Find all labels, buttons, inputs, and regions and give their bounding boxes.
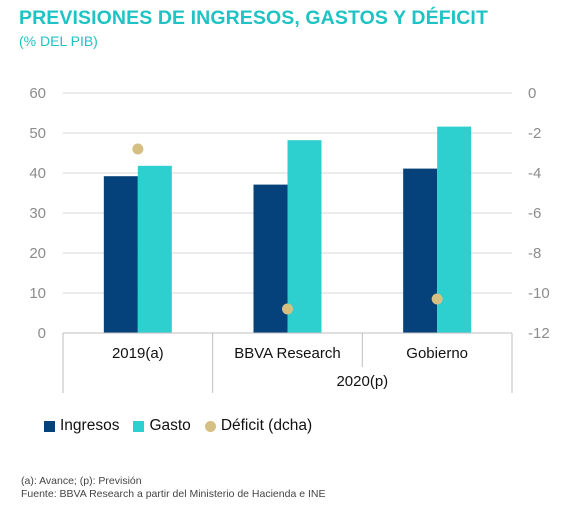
bar-gasto xyxy=(437,126,472,333)
legend-swatch-gasto xyxy=(133,420,145,432)
legend-label-deficit: Déficit (dcha) xyxy=(220,417,313,434)
legend: Ingresos Gasto Déficit (dcha) xyxy=(44,417,326,435)
left-axis-ticks: 0 10 20 30 40 50 60 xyxy=(29,85,46,342)
right-tick-label: 0 xyxy=(528,85,536,102)
category-label: Gobierno xyxy=(406,345,468,362)
chart-title: PREVISIONES DE INGRESOS, GASTOS Y DÉFICI… xyxy=(19,7,488,29)
left-tick-label: 20 xyxy=(29,245,46,262)
left-tick-label: 10 xyxy=(29,285,46,302)
footnote-abbreviations: (a): Avance; (p): Previsión xyxy=(21,475,142,487)
right-tick-label: -4 xyxy=(528,165,541,182)
right-axis-ticks: -12 -10 -8 -6 -4 -2 0 xyxy=(528,85,550,342)
right-tick-label: -6 xyxy=(528,205,541,222)
group-label: 2020(p) xyxy=(336,373,388,390)
legend-item-ingresos: Ingresos xyxy=(44,417,119,435)
left-tick-label: 0 xyxy=(38,325,46,342)
left-tick-label: 30 xyxy=(29,205,46,222)
legend-swatch-ingresos xyxy=(44,420,55,432)
bar-gasto xyxy=(137,165,172,333)
legend-item-gasto: Gasto xyxy=(133,417,191,435)
legend-label-gasto: Gasto xyxy=(149,417,191,434)
point-deficit xyxy=(282,303,293,315)
point-deficit xyxy=(431,293,443,305)
right-tick-label: -2 xyxy=(528,125,541,142)
bar-ingresos xyxy=(403,168,438,333)
left-tick-label: 60 xyxy=(29,85,46,102)
axes xyxy=(62,332,513,393)
right-tick-label: -8 xyxy=(528,245,541,262)
legend-dot-deficit xyxy=(204,420,216,432)
right-tick-label: -12 xyxy=(528,325,550,342)
bars xyxy=(103,126,472,333)
legend-item-deficit: Déficit (dcha) xyxy=(204,417,313,435)
deficit-points xyxy=(132,143,443,315)
bar-chart: 0 10 20 30 40 50 60 -12 -10 -8 -6 -4 -2 0 2019(a) BBV… xyxy=(29,85,550,393)
legend-label-ingresos: Ingresos xyxy=(60,417,120,434)
chart-subtitle: (% DEL PIB) xyxy=(19,33,98,49)
left-tick-label: 50 xyxy=(29,125,46,142)
footnote-source: Fuente: BBVA Research a partir del Minis… xyxy=(21,488,326,500)
category-label: 2019(a) xyxy=(112,345,164,362)
x-axis-categories: 2019(a) BBVA Research Gobierno 2020(p) xyxy=(112,345,468,390)
left-tick-label: 40 xyxy=(29,165,46,182)
right-tick-label: -10 xyxy=(528,285,550,302)
bar-ingresos xyxy=(253,184,288,333)
bar-gasto xyxy=(287,140,322,333)
bar-ingresos xyxy=(103,176,138,333)
point-deficit xyxy=(132,143,144,155)
category-label: BBVA Research xyxy=(234,345,340,362)
